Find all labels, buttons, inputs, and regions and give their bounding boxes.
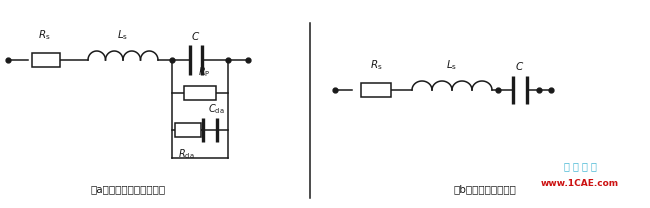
Text: （b）电容器简化模型: （b）电容器简化模型 [454,184,517,194]
Text: $C$: $C$ [515,60,525,72]
Text: $L_\mathrm{s}$: $L_\mathrm{s}$ [118,28,129,42]
Bar [361,83,391,97]
Text: $R_\mathrm{s}$: $R_\mathrm{s}$ [370,58,382,72]
Bar [32,53,60,67]
Text: $R_\mathrm{da}$: $R_\mathrm{da}$ [177,147,194,161]
Text: www.1CAE.com: www.1CAE.com [541,180,619,188]
Bar [184,86,216,100]
Text: $C$: $C$ [191,30,201,42]
Text: $R_\mathrm{s}$: $R_\mathrm{s}$ [38,28,50,42]
Text: $R_\mathrm{P}$: $R_\mathrm{P}$ [198,65,210,79]
Text: 仿 真 在 线: 仿 真 在 线 [564,161,597,171]
Text: $C_\mathrm{da}$: $C_\mathrm{da}$ [207,102,224,116]
Text: $L_\mathrm{s}$: $L_\mathrm{s}$ [447,58,458,72]
Bar [175,123,201,137]
Text: （a）电容器实际等效电路: （a）电容器实际等效电路 [90,184,166,194]
